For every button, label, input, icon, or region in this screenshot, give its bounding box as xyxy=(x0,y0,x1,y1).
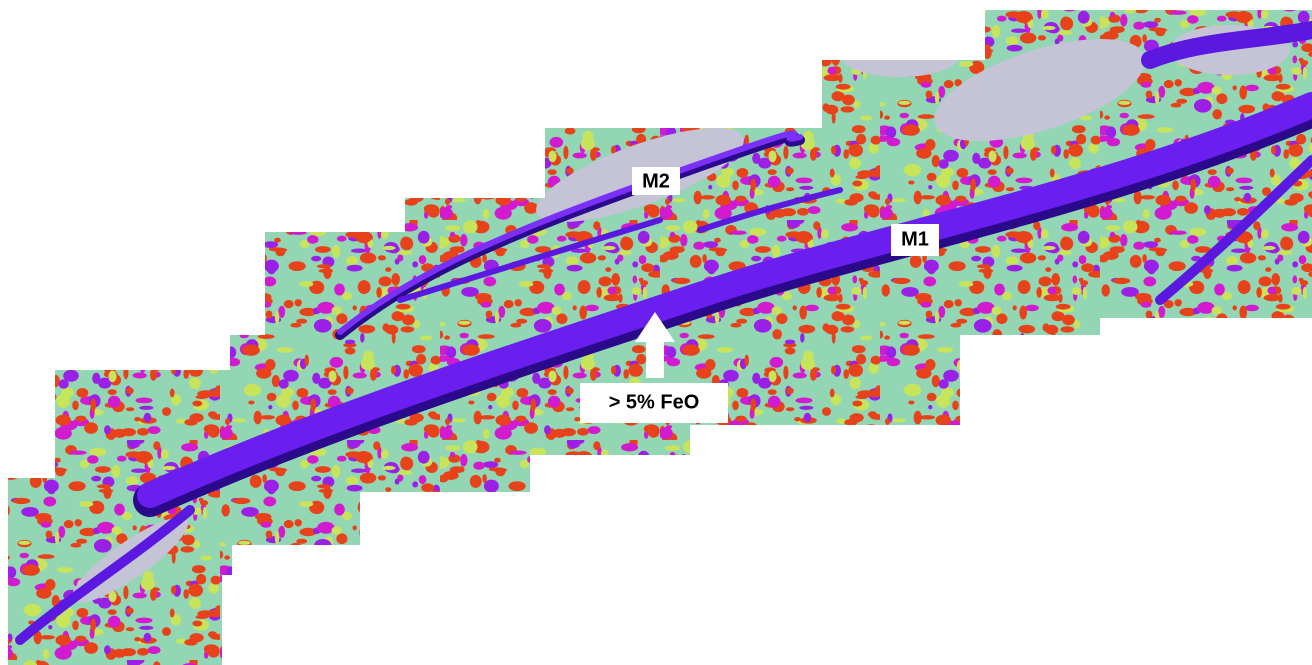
label-text: M2 xyxy=(642,170,670,192)
page: {"labels": {"m2": "M2", "m1": "M1", "feo… xyxy=(0,0,1312,665)
magnetic-map: M2 M1 > 5% FeO xyxy=(0,0,1312,665)
label-feo: > 5% FeO xyxy=(580,383,728,423)
label-m2: M2 xyxy=(632,167,680,195)
label-text: M1 xyxy=(901,228,929,250)
label-m1: M1 xyxy=(891,224,939,256)
label-text: > 5% FeO xyxy=(609,391,700,413)
